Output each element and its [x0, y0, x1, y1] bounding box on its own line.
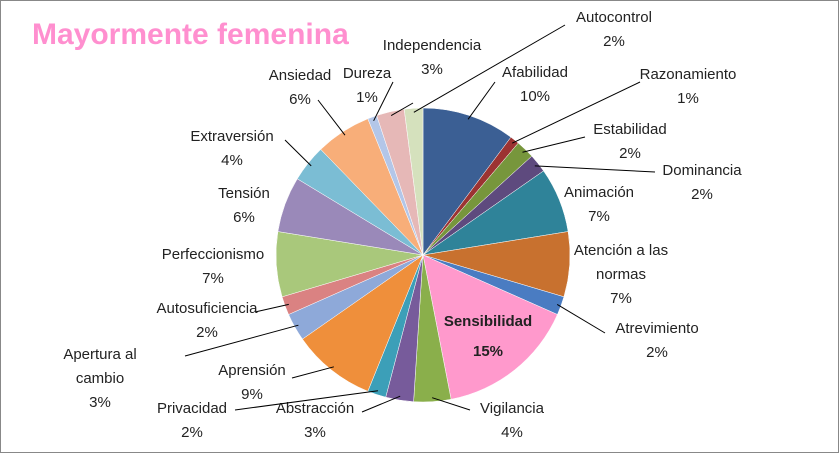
pie-slice [422, 107, 512, 256]
leader-line [413, 24, 566, 113]
slice-value-label: 7% [202, 270, 224, 287]
leader-line [361, 395, 401, 413]
slice-value-label: 7% [610, 290, 632, 307]
slice-label: Sensibilidad [444, 313, 532, 330]
pie-slice [422, 254, 558, 400]
slice-value-label: 2% [603, 33, 625, 50]
slice-value-label: 4% [501, 424, 523, 441]
slice-label: Atención a las normas [574, 242, 668, 283]
pie-slice [302, 254, 424, 392]
slice-value-label: 4% [221, 152, 243, 169]
slice-value-label: 2% [619, 145, 641, 162]
slice-label: Afabilidad [502, 64, 568, 81]
slice-label: Abstracción [276, 400, 354, 417]
chart-title: Mayormente femenina [32, 18, 349, 51]
slice-value-label: 9% [241, 386, 263, 403]
slice-label: Atrevimiento [615, 320, 698, 337]
slice-value-label: 2% [181, 424, 203, 441]
slice-value-label: 2% [646, 344, 668, 361]
slice-label: Autosuficiencia [157, 300, 259, 317]
slice-label: Dominancia [662, 162, 742, 179]
slice-label: Aprensión [218, 362, 286, 379]
slice-label: Autocontrol [576, 9, 652, 26]
slice-value-label: 2% [691, 186, 713, 203]
leader-line [390, 102, 414, 117]
slice-value-label: 1% [677, 90, 699, 107]
slice-label: Independencia [383, 37, 482, 54]
leader-line [291, 366, 334, 379]
leader-line [432, 397, 471, 411]
slice-label: Vigilancia [480, 400, 545, 417]
slice-label: Extraversión [190, 128, 273, 145]
slice-label: Perfeccionismo [162, 246, 265, 263]
leader-line [254, 303, 289, 313]
slice-value-label: 6% [289, 91, 311, 108]
leader-line [284, 139, 312, 167]
slice-value-label: 3% [89, 394, 111, 411]
slice-value-label: 3% [304, 424, 326, 441]
pie-slice [403, 107, 424, 256]
leader-line [317, 99, 346, 136]
slice-label: Ansiedad [269, 67, 332, 84]
slice-label: Razonamiento [640, 66, 737, 83]
leader-line [184, 324, 299, 357]
slice-label: Animación [564, 184, 634, 201]
slice-label: Apertura al cambio [63, 346, 136, 387]
leader-line [534, 165, 656, 173]
slice-label: Estabilidad [593, 121, 666, 138]
slice-value-label: 2% [196, 324, 218, 341]
slice-label: Tensión [218, 185, 270, 202]
leader-line [373, 81, 394, 122]
leader-line [234, 390, 379, 411]
slice-label: Privacidad [157, 400, 227, 417]
leader-line [556, 303, 606, 334]
leader-line [467, 81, 496, 120]
slice-label: Dureza [343, 65, 392, 82]
slice-value-label: 1% [356, 89, 378, 106]
slice-value-label: 15% [473, 343, 503, 360]
leader-line [522, 136, 586, 153]
slice-value-label: 6% [233, 209, 255, 226]
leader-line [511, 81, 641, 144]
slice-value-label: 7% [588, 208, 610, 225]
slice-value-label: 3% [421, 61, 443, 78]
slice-value-label: 10% [520, 88, 550, 105]
